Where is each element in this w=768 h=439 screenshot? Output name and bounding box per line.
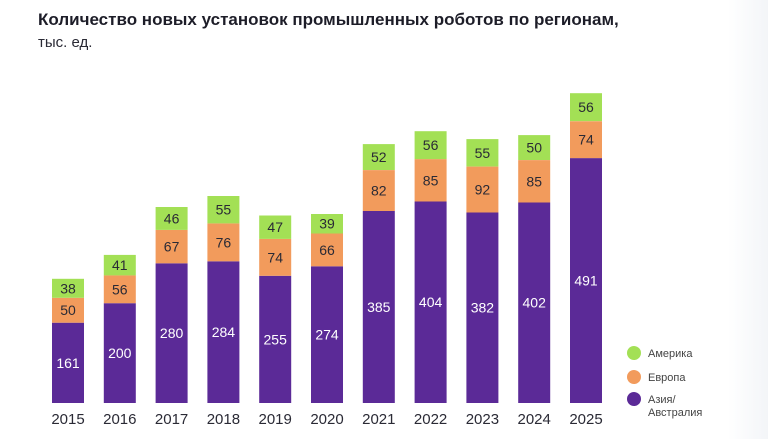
bar-segment-america-2021: [362, 144, 395, 170]
bar-segment-america-2020: [311, 214, 343, 234]
chart-title: Количество новых установок промышленных …: [38, 10, 619, 29]
bar-segment-europe-2023: [466, 166, 499, 213]
x-tick-label-2019: 2019: [259, 411, 292, 428]
bar-segment-asia-2023: [466, 212, 499, 403]
background-fade: [728, 0, 768, 439]
legend-label-america: Америка: [648, 348, 693, 360]
bar-value-america-2024: 50: [526, 140, 542, 156]
bar-value-america-2016: 41: [112, 257, 128, 273]
bar-segment-asia-2022: [414, 201, 447, 403]
bar-segment-europe-2017: [155, 229, 188, 264]
bar-segment-asia-2018: [207, 261, 240, 403]
bar-value-asia-2020: 274: [315, 327, 339, 343]
bar-segment-america-2023: [466, 139, 499, 167]
bar-value-america-2022: 56: [423, 137, 439, 153]
bar-segment-europe-2020: [311, 233, 343, 267]
bar-value-asia-2018: 284: [212, 324, 236, 340]
bar-value-europe-2015: 50: [60, 302, 76, 318]
bar-segment-europe-2015: [52, 297, 84, 323]
bar-value-europe-2019: 74: [267, 249, 283, 265]
bar-value-asia-2024: 402: [523, 295, 547, 311]
bar-segment-asia-2025: [570, 158, 602, 403]
bar-value-america-2015: 38: [60, 280, 76, 296]
bar-segment-europe-2021: [362, 170, 395, 211]
x-tick-label-2017: 2017: [155, 411, 188, 428]
bar-value-asia-2019: 255: [264, 331, 288, 347]
x-tick-label-2016: 2016: [103, 411, 136, 428]
bar-value-europe-2024: 85: [526, 173, 542, 189]
x-tick-label-2023: 2023: [466, 411, 499, 428]
bar-segment-america-2019: [259, 215, 292, 239]
legend-label-asia-line2: Австралия: [648, 407, 702, 419]
bar-value-asia-2021: 385: [367, 299, 391, 315]
bar-segment-asia-2024: [518, 202, 551, 403]
bar-segment-europe-2025: [570, 121, 602, 159]
bar-segment-asia-2016: [103, 303, 136, 403]
bar-segment-europe-2016: [103, 275, 136, 304]
bar-segment-america-2015: [52, 278, 84, 298]
bar-segment-europe-2019: [259, 238, 292, 276]
chart-subtitle: тыс. ед.: [38, 34, 93, 51]
bar-value-europe-2018: 76: [216, 234, 232, 250]
bar-value-america-2017: 46: [164, 210, 180, 226]
bar-segment-america-2022: [414, 131, 447, 160]
bar-segment-europe-2022: [414, 159, 447, 202]
bar-segment-asia-2017: [155, 263, 188, 403]
bar-value-europe-2022: 85: [423, 172, 439, 188]
bar-segment-asia-2015: [52, 322, 84, 403]
bar-segment-america-2025: [570, 93, 602, 122]
bar-segment-europe-2018: [207, 223, 240, 262]
bar-value-europe-2021: 82: [371, 183, 387, 199]
bar-value-america-2018: 55: [216, 202, 232, 218]
bar-value-asia-2022: 404: [419, 294, 443, 310]
bar-value-europe-2023: 92: [475, 182, 491, 198]
x-tick-label-2025: 2025: [569, 411, 602, 428]
bar-value-europe-2016: 56: [112, 281, 128, 297]
legend-marker-europe: [627, 370, 641, 384]
bar-value-europe-2020: 66: [319, 242, 335, 258]
x-tick-label-2024: 2024: [518, 411, 551, 428]
bar-segment-america-2024: [518, 135, 551, 160]
bar-value-asia-2017: 280: [160, 325, 184, 341]
bar-segment-asia-2019: [259, 275, 292, 403]
legend-label-europe: Европа: [648, 372, 686, 384]
bar-segment-europe-2024: [518, 160, 551, 203]
bar-value-america-2021: 52: [371, 149, 387, 165]
bar-segment-asia-2021: [362, 211, 395, 403]
bar-value-europe-2017: 67: [164, 239, 180, 255]
x-tick-label-2021: 2021: [362, 411, 395, 428]
bar-segment-america-2017: [155, 207, 188, 230]
legend-marker-america: [627, 346, 641, 360]
x-tick-label-2022: 2022: [414, 411, 447, 428]
bar-value-asia-2023: 382: [471, 300, 495, 316]
bar-value-asia-2016: 200: [108, 345, 132, 361]
bar-value-america-2023: 55: [475, 145, 491, 161]
bar-value-asia-2025: 491: [574, 273, 598, 289]
bar-value-america-2019: 47: [267, 219, 283, 235]
legend-label-asia: Азия/: [648, 394, 676, 406]
legend-marker-asia: [627, 392, 641, 406]
bar-segment-america-2016: [103, 254, 136, 276]
x-tick-label-2018: 2018: [207, 411, 240, 428]
x-tick-label-2015: 2015: [51, 411, 84, 428]
bar-value-europe-2025: 74: [578, 132, 594, 148]
bar-segment-asia-2020: [311, 266, 343, 403]
x-tick-label-2020: 2020: [310, 411, 343, 428]
bar-value-america-2025: 56: [578, 99, 594, 115]
bar-value-asia-2015: 161: [56, 355, 80, 371]
bar-segment-america-2018: [207, 196, 240, 224]
bar-value-america-2020: 39: [319, 216, 335, 232]
